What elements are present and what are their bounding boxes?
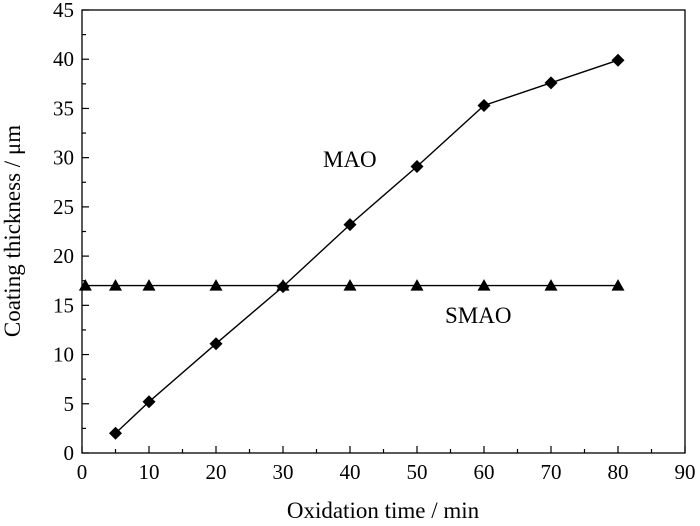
y-tick-label: 25: [53, 195, 74, 219]
data-point-smao: [410, 279, 424, 291]
x-tick-label: 90: [675, 460, 696, 484]
data-point-smao: [343, 279, 357, 291]
data-point-smao: [544, 279, 558, 291]
y-tick-label: 35: [53, 96, 74, 120]
series-line-mao: [115, 59, 619, 434]
data-point-mao: [544, 76, 558, 90]
data-point-smao: [477, 279, 491, 291]
x-tick-label: 50: [407, 460, 428, 484]
data-point-mao: [142, 395, 156, 409]
series-label-mao: MAO: [323, 147, 377, 172]
data-point-smao: [276, 279, 290, 291]
series-layer: [78, 53, 625, 440]
data-point-smao: [78, 279, 92, 291]
y-tick-label: 30: [53, 146, 74, 170]
data-point-mao: [477, 98, 491, 112]
y-tick-label: 0: [64, 441, 75, 465]
x-axis-title: Oxidation time / min: [287, 498, 480, 523]
y-axis: 0 5 10 15 20 25 30 35 40 45: [53, 0, 89, 465]
x-tick-label: 60: [474, 460, 495, 484]
plot-frame: [81, 9, 686, 454]
y-tick-label: 5: [64, 392, 75, 416]
series-label-smao: SMAO: [445, 303, 511, 328]
data-point-smao: [209, 279, 223, 291]
x-tick-label: 0: [77, 460, 88, 484]
data-point-mao: [209, 337, 223, 351]
data-point-mao: [109, 426, 122, 440]
data-point-mao: [611, 53, 625, 67]
x-tick-label: 70: [541, 460, 562, 484]
x-tick-label: 40: [340, 460, 361, 484]
data-point-mao: [343, 218, 357, 232]
data-point-mao: [410, 160, 424, 174]
x-tick-label: 80: [608, 460, 629, 484]
data-point-smao: [611, 279, 625, 291]
y-tick-label: 20: [53, 244, 74, 268]
y-tick-label: 15: [53, 293, 74, 317]
x-tick-label: 20: [206, 460, 227, 484]
data-point-smao: [109, 279, 122, 291]
x-axis: 0 10 20 30 40 50 60 70 80 90: [77, 446, 696, 484]
data-point-smao: [142, 279, 156, 291]
y-tick-label: 45: [53, 0, 74, 22]
y-tick-label: 40: [53, 47, 74, 71]
y-tick-label: 10: [53, 343, 74, 367]
x-tick-label: 30: [273, 460, 294, 484]
y-axis-title: Coating thickness / μm: [0, 125, 25, 337]
x-tick-label: 10: [139, 460, 160, 484]
